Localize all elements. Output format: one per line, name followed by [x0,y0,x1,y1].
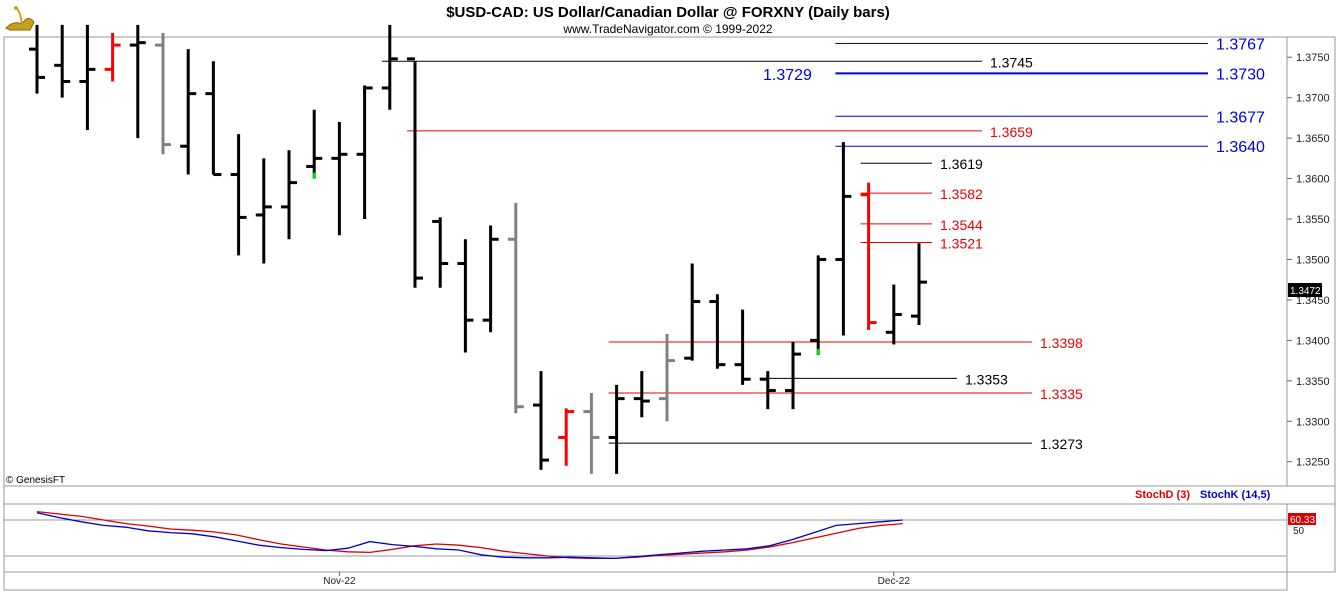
stoch-last-value-box [1288,513,1316,525]
price-plot-area [3,36,1288,487]
price-bars [29,24,927,474]
date-labels: Nov-22 Dec-22 [323,572,910,587]
level-label: 1.3640 [1216,139,1265,156]
price-tick-label: 1.3300 [1296,416,1330,428]
level-label: 1.3659 [990,124,1033,140]
ohlc-bar [79,24,96,131]
ohlc-bar [432,217,449,288]
level-label: 1.3335 [1040,386,1083,402]
price-axis-ticks: 1.3250 1.3300 1.3350 1.3400 1.3450 1.3500 1.35… [1287,52,1330,469]
stochd-legend: StochD (3) [1135,489,1190,501]
level-label: 1.3521 [940,235,983,251]
ohlc-bar [407,57,423,288]
last-price-label: 1.3472 [1290,286,1321,297]
price-tick-label: 1.3700 [1296,93,1330,105]
copyright-label: © GenesisFT [6,475,65,486]
ohlc-bar [885,284,902,345]
ohlc-bar [608,384,625,474]
level-label: 1.3273 [1040,436,1083,452]
ohlc-bar [659,333,675,422]
level-label: 1.3767 [1216,36,1265,53]
price-tick-label: 1.3400 [1296,335,1330,347]
ohlc-bar [860,182,877,330]
stochastic-lines [4,510,1287,560]
ohlc-bar [709,294,726,369]
logo-genie-lamp-icon [5,6,35,31]
last-price-box [1288,283,1322,297]
stoch-last-value-label: 60.33 [1290,515,1315,526]
price-tick-label: 1.3450 [1296,295,1330,307]
ohlc-bar [558,408,575,466]
ohlc-bar [205,61,222,177]
stochastic-plot-area [3,503,1288,573]
ohlc-bar [180,49,197,175]
stoch-tick-50: 50 [1293,526,1305,537]
level-label: 1.3619 [940,156,983,172]
ohlc-bar [129,24,146,139]
ohlc-bar [54,24,71,98]
ohlc-bar [381,24,398,110]
level-label: 1.3544 [940,217,983,233]
ohlc-bar [734,309,751,385]
level-label: 1.3745 [990,54,1033,70]
level-label: 1.3677 [1216,109,1265,126]
date-axis [3,571,1288,591]
level-label: 1.3398 [1040,335,1083,351]
ohlc-bar [29,24,45,94]
chart-subtitle: www.TradeNavigator.com © 1999-2022 [562,22,772,36]
ohlc-bar [331,121,348,236]
ohlc-bar [507,202,524,414]
ohlc-bar [356,85,373,220]
price-tick-label: 1.3550 [1296,214,1330,226]
price-tick-label: 1.3750 [1296,52,1330,64]
stoch-series-line [36,512,903,560]
ohlc-bar [104,32,121,82]
ohlc-bar [759,371,776,410]
ohlc-bar [785,341,801,410]
ohlc-bar [583,392,600,474]
ohlc-bar [684,263,701,361]
ohlc-bar [835,142,852,336]
ohlc-bar [457,239,474,353]
price-levels: 1.3767 1.3745 1.3730 1.3677 1.3659 1.3640 1.36… [381,36,1265,452]
ohlc-bar [810,255,827,355]
ohlc-bar [230,134,247,256]
ohlc-bar [306,109,323,179]
level-label: 1.3730 [1216,66,1265,83]
price-tick-label: 1.3600 [1296,174,1330,186]
price-tick-label: 1.3650 [1296,133,1330,145]
ohlc-bar [255,158,272,264]
ohlc-bar [633,371,650,418]
price-tick-label: 1.3500 [1296,254,1330,266]
price-tick-label: 1.3250 [1296,457,1330,469]
ohlc-bar [155,32,171,155]
stoch-series-line [36,510,903,560]
ohlc-bar [533,371,549,470]
chart-title: $USD-CAD: US Dollar/Canadian Dollar @ FO… [446,4,890,21]
level-label: 1.3582 [940,186,983,202]
ohlc-bar [281,150,297,240]
ohlc-bar [482,225,499,333]
level-label: 1.3353 [965,371,1008,387]
date-tick-label: Nov-22 [323,576,356,587]
level-label-left: 1.3729 [763,67,812,84]
stochk-legend: StochK (14,5) [1200,489,1271,501]
price-tick-label: 1.3350 [1296,376,1330,388]
date-tick-label: Dec-22 [878,576,911,587]
price-axis [1286,36,1336,487]
ohlc-bar [911,243,927,326]
